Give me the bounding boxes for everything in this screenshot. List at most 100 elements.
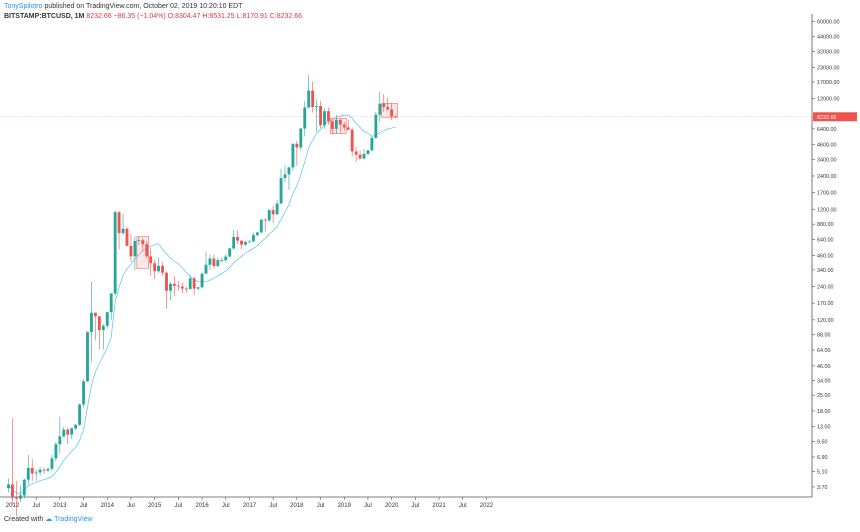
y-tick-label: 640.00 <box>817 237 834 243</box>
candle <box>70 427 74 440</box>
candle-body <box>307 90 311 108</box>
x-tick-label: Jul <box>364 503 372 509</box>
created-with-label: Created with <box>4 516 44 523</box>
x-tick-label: Jul <box>175 503 183 509</box>
candle-body <box>295 143 299 148</box>
candle <box>86 331 89 382</box>
candle <box>232 229 236 250</box>
y-tick-label: 6.90 <box>817 455 828 461</box>
candle <box>90 281 93 362</box>
candle-body <box>188 278 192 290</box>
candle <box>334 115 338 134</box>
candle <box>192 276 196 296</box>
candle <box>267 209 271 223</box>
highlight-box <box>136 236 149 269</box>
candle-body <box>303 107 307 129</box>
candle <box>346 120 350 131</box>
candle-body <box>26 467 30 480</box>
candle <box>362 149 366 160</box>
y-tick-label: 240.00 <box>817 285 834 291</box>
low-value: L:8170.91 <box>236 13 268 20</box>
y-tick-label: 3400.00 <box>817 157 837 163</box>
candle-body <box>93 312 97 317</box>
candle <box>78 403 82 426</box>
candle <box>279 168 283 204</box>
x-tick-label: Jul <box>412 503 420 509</box>
candle-body <box>30 467 34 474</box>
candle <box>204 251 208 275</box>
candle <box>390 103 394 121</box>
candle <box>7 478 10 493</box>
candle-body <box>338 119 342 125</box>
candle-body <box>370 137 374 151</box>
candle <box>382 94 386 112</box>
candle-body <box>113 212 117 294</box>
candle <box>386 97 390 111</box>
candle-body <box>157 265 161 272</box>
y-tick-label: 1200.00 <box>817 207 837 213</box>
x-tick-label: 2014 <box>101 503 115 509</box>
candle <box>224 254 228 263</box>
x-tick-label: Jul <box>32 503 40 509</box>
candle-body <box>323 111 326 126</box>
candle <box>188 275 192 290</box>
x-tick-label: Jul <box>317 503 325 509</box>
x-tick-label: Jul <box>459 503 467 509</box>
candle <box>105 312 109 329</box>
candle-body <box>184 288 188 290</box>
candle <box>350 127 354 157</box>
candle <box>295 140 299 166</box>
candle-body <box>342 124 346 128</box>
last-price-tag <box>813 112 857 122</box>
candle-body <box>311 90 315 107</box>
candle-body <box>42 469 46 471</box>
candle <box>299 128 303 151</box>
symbol-label: BITSTAMP:BTCUSD, 1M <box>4 13 85 20</box>
candle <box>30 459 34 481</box>
candle <box>366 150 370 156</box>
y-tick-label: 60000.00 <box>817 19 839 25</box>
candle <box>101 324 105 350</box>
candle-body <box>354 151 358 155</box>
y-tick-label: 880.00 <box>817 222 834 228</box>
candle-body <box>358 154 362 159</box>
candle <box>42 467 46 474</box>
candle-body <box>11 484 14 497</box>
candle-body <box>58 436 62 445</box>
candle-body <box>50 458 54 469</box>
candle-body <box>374 114 378 138</box>
author-link[interactable]: TonySpilotro <box>4 3 43 10</box>
candle-body <box>271 210 275 215</box>
y-tick-label: 6400.00 <box>817 127 837 133</box>
candle <box>145 240 149 259</box>
candle-body <box>66 429 70 435</box>
candle <box>374 111 378 139</box>
candle-body <box>259 219 263 233</box>
candle-body <box>74 424 78 429</box>
candle-body <box>133 240 137 257</box>
candle-body <box>7 484 10 489</box>
candle <box>11 418 14 506</box>
x-tick-label: 2012 <box>6 503 20 509</box>
open-value: O:8304.47 <box>167 13 201 20</box>
candle-body <box>315 106 319 107</box>
candle-body <box>165 272 168 291</box>
y-tick-label: 4600.00 <box>817 143 837 149</box>
candle <box>54 441 58 462</box>
y-tick-label: 44000.00 <box>817 34 839 40</box>
tradingview-brand[interactable]: TradingView <box>54 516 93 523</box>
candle <box>14 480 18 517</box>
candle <box>50 454 54 472</box>
candle-body <box>90 312 93 333</box>
candle-body <box>232 237 236 249</box>
candle-body <box>216 260 220 267</box>
candle <box>137 236 141 246</box>
y-tick-label: 34.00 <box>817 378 831 384</box>
candle <box>263 218 267 232</box>
change-value: −86.35 (−1.04%) <box>113 13 166 20</box>
candle <box>216 257 220 268</box>
candle <box>378 91 382 122</box>
candle <box>165 271 168 310</box>
